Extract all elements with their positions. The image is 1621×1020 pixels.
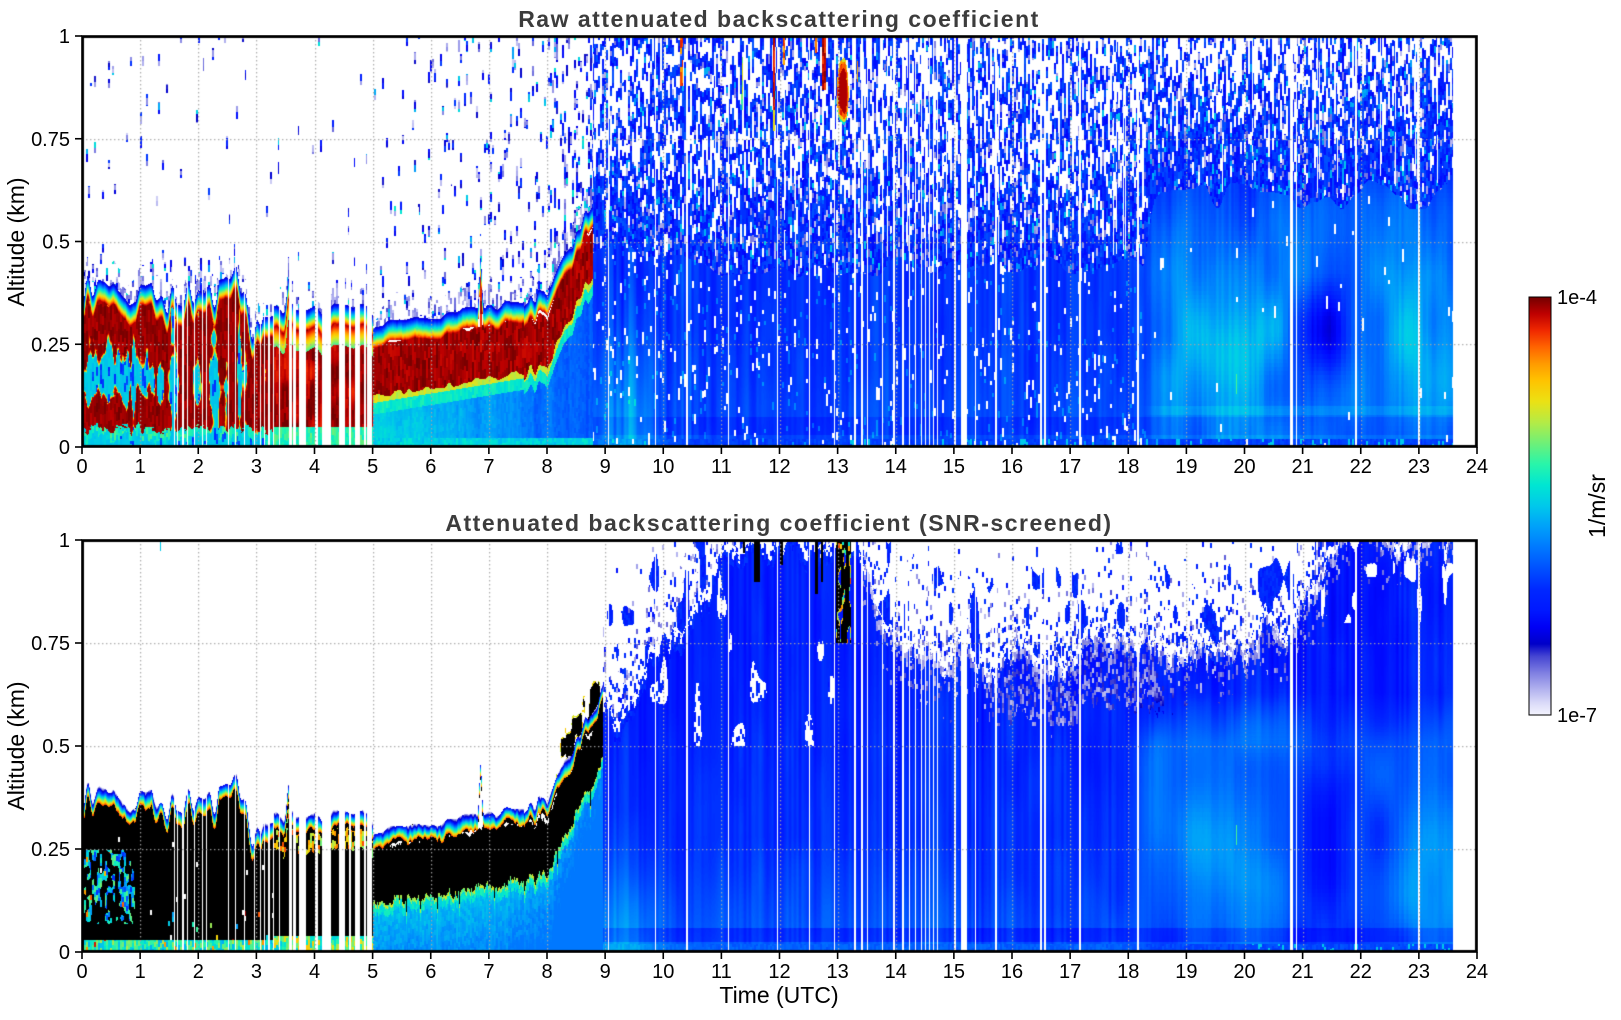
svg-text:14: 14 — [885, 456, 907, 478]
svg-text:20: 20 — [1233, 961, 1255, 983]
svg-text:5: 5 — [367, 456, 378, 478]
svg-text:Raw attenuated backscattering: Raw attenuated backscattering coefficien… — [518, 6, 1040, 32]
svg-text:24: 24 — [1466, 456, 1488, 478]
svg-text:20: 20 — [1233, 456, 1255, 478]
svg-text:12: 12 — [768, 961, 790, 983]
svg-text:21: 21 — [1292, 456, 1314, 478]
svg-text:0.25: 0.25 — [31, 839, 70, 861]
svg-text:Time (UTC): Time (UTC) — [719, 982, 838, 1008]
svg-text:1: 1 — [135, 961, 146, 983]
svg-text:1: 1 — [59, 26, 70, 48]
svg-text:13: 13 — [827, 961, 849, 983]
svg-text:4: 4 — [309, 456, 320, 478]
svg-text:1/m/sr: 1/m/sr — [1584, 474, 1610, 538]
svg-text:0.75: 0.75 — [31, 129, 70, 151]
svg-text:11: 11 — [711, 456, 732, 478]
svg-text:0.75: 0.75 — [31, 633, 70, 655]
svg-text:9: 9 — [600, 961, 611, 983]
svg-text:0.5: 0.5 — [42, 736, 70, 758]
svg-text:17: 17 — [1059, 961, 1081, 983]
svg-text:10: 10 — [652, 456, 674, 478]
svg-text:18: 18 — [1117, 961, 1139, 983]
svg-text:10: 10 — [652, 961, 674, 983]
svg-text:24: 24 — [1466, 961, 1488, 983]
svg-text:0: 0 — [76, 456, 87, 478]
svg-text:Altitude (km): Altitude (km) — [3, 681, 29, 810]
svg-text:1: 1 — [59, 530, 70, 552]
svg-text:0: 0 — [76, 961, 87, 983]
svg-text:19: 19 — [1175, 456, 1197, 478]
svg-text:Attenuated backscattering coef: Attenuated backscattering coefficient (S… — [445, 510, 1112, 536]
svg-text:0.5: 0.5 — [42, 232, 70, 254]
svg-text:7: 7 — [483, 961, 494, 983]
svg-text:17: 17 — [1059, 456, 1081, 478]
svg-text:4: 4 — [309, 961, 320, 983]
svg-text:1e-4: 1e-4 — [1557, 287, 1597, 309]
svg-text:15: 15 — [943, 456, 965, 478]
svg-text:3: 3 — [251, 456, 262, 478]
svg-text:22: 22 — [1350, 456, 1372, 478]
svg-text:11: 11 — [711, 961, 732, 983]
svg-text:23: 23 — [1408, 456, 1430, 478]
svg-text:2: 2 — [193, 961, 204, 983]
svg-text:16: 16 — [1001, 456, 1023, 478]
svg-text:8: 8 — [541, 961, 552, 983]
svg-text:19: 19 — [1175, 961, 1197, 983]
svg-text:9: 9 — [600, 456, 611, 478]
svg-text:15: 15 — [943, 961, 965, 983]
svg-text:22: 22 — [1350, 961, 1372, 983]
svg-text:13: 13 — [827, 456, 849, 478]
svg-text:16: 16 — [1001, 961, 1023, 983]
svg-text:7: 7 — [483, 456, 494, 478]
svg-text:18: 18 — [1117, 456, 1139, 478]
svg-text:5: 5 — [367, 961, 378, 983]
svg-text:0: 0 — [59, 942, 70, 964]
svg-text:Altitude (km): Altitude (km) — [3, 177, 29, 306]
svg-text:1e-7: 1e-7 — [1557, 705, 1597, 727]
svg-text:0: 0 — [59, 437, 70, 459]
svg-text:12: 12 — [768, 456, 790, 478]
svg-text:1: 1 — [135, 456, 146, 478]
svg-text:23: 23 — [1408, 961, 1430, 983]
svg-text:6: 6 — [425, 456, 436, 478]
svg-text:21: 21 — [1292, 961, 1314, 983]
svg-text:2: 2 — [193, 456, 204, 478]
svg-text:6: 6 — [425, 961, 436, 983]
svg-text:3: 3 — [251, 961, 262, 983]
svg-text:8: 8 — [541, 456, 552, 478]
svg-text:14: 14 — [885, 961, 907, 983]
svg-text:0.25: 0.25 — [31, 334, 70, 356]
